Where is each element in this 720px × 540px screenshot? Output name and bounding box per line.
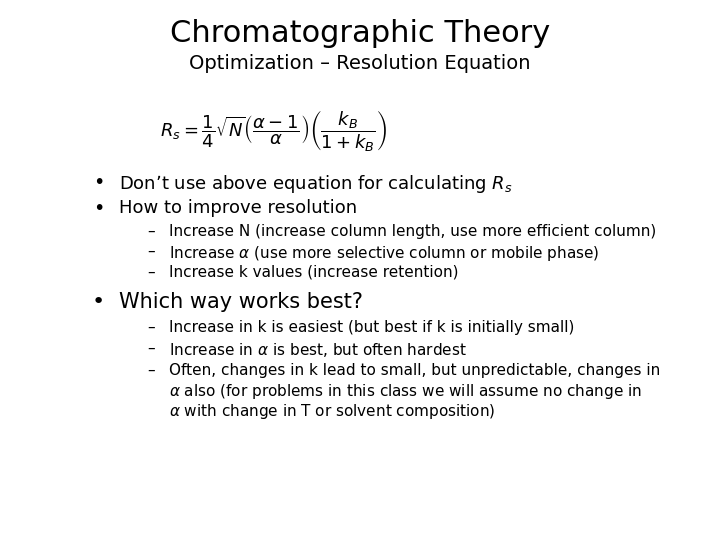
Text: –: – bbox=[147, 320, 155, 335]
Text: •: • bbox=[93, 173, 104, 192]
Text: Often, changes in k lead to small, but unpredictable, changes in: Often, changes in k lead to small, but u… bbox=[169, 363, 660, 378]
Text: $\alpha$ with change in T or solvent composition): $\alpha$ with change in T or solvent com… bbox=[169, 402, 495, 421]
Text: Chromatographic Theory: Chromatographic Theory bbox=[170, 19, 550, 48]
Text: –: – bbox=[147, 341, 155, 356]
Text: Increase k values (increase retention): Increase k values (increase retention) bbox=[169, 265, 459, 280]
Text: –: – bbox=[147, 265, 155, 280]
Text: Don’t use above equation for calculating $R_s$: Don’t use above equation for calculating… bbox=[119, 173, 513, 195]
Text: –: – bbox=[147, 244, 155, 259]
Text: $R_s = \dfrac{1}{4}\sqrt{N}\left(\dfrac{\alpha - 1}{\alpha}\right)\left(\dfrac{k: $R_s = \dfrac{1}{4}\sqrt{N}\left(\dfrac{… bbox=[160, 108, 387, 153]
Text: Increase $\alpha$ (use more selective column or mobile phase): Increase $\alpha$ (use more selective co… bbox=[169, 244, 600, 263]
Text: •: • bbox=[91, 292, 104, 312]
Text: Increase N (increase column length, use more efficient column): Increase N (increase column length, use … bbox=[169, 224, 657, 239]
Text: Which way works best?: Which way works best? bbox=[119, 292, 363, 312]
Text: Optimization – Resolution Equation: Optimization – Resolution Equation bbox=[189, 54, 531, 73]
Text: Increase in $\alpha$ is best, but often hardest: Increase in $\alpha$ is best, but often … bbox=[169, 341, 467, 359]
Text: How to improve resolution: How to improve resolution bbox=[119, 199, 357, 217]
Text: –: – bbox=[147, 224, 155, 239]
Text: –: – bbox=[147, 363, 155, 378]
Text: Increase in k is easiest (but best if k is initially small): Increase in k is easiest (but best if k … bbox=[169, 320, 575, 335]
Text: •: • bbox=[93, 199, 104, 218]
Text: $\alpha$ also (for problems in this class we will assume no change in: $\alpha$ also (for problems in this clas… bbox=[169, 382, 642, 401]
